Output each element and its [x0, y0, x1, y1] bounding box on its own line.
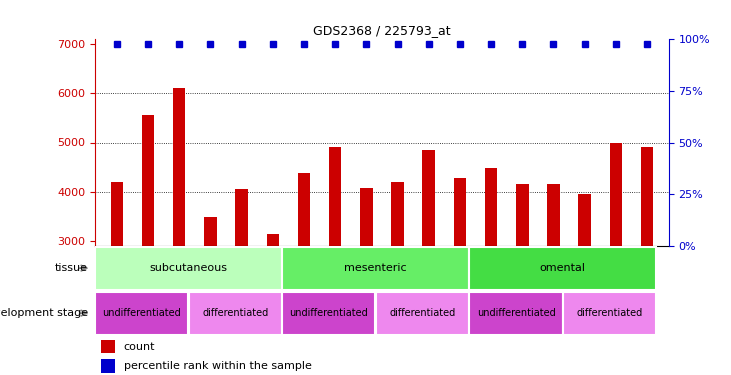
- Bar: [282, 246, 469, 290]
- Text: differentiated: differentiated: [202, 308, 268, 318]
- Title: GDS2368 / 225793_at: GDS2368 / 225793_at: [313, 24, 451, 37]
- Bar: [469, 246, 656, 290]
- Bar: [391, 182, 404, 375]
- Text: tissue: tissue: [55, 263, 88, 273]
- Bar: [563, 291, 656, 335]
- Bar: [454, 178, 466, 375]
- Bar: [516, 184, 529, 375]
- Bar: [548, 184, 560, 375]
- Bar: [142, 116, 154, 375]
- Bar: [298, 173, 310, 375]
- Bar: [101, 340, 115, 353]
- Bar: [641, 147, 654, 375]
- Text: mesenteric: mesenteric: [344, 263, 407, 273]
- Bar: [95, 246, 282, 290]
- Bar: [485, 168, 497, 375]
- Text: undifferentiated: undifferentiated: [477, 308, 556, 318]
- Text: development stage: development stage: [0, 308, 88, 318]
- Bar: [578, 194, 591, 375]
- Bar: [423, 150, 435, 375]
- Bar: [282, 291, 376, 335]
- Bar: [173, 88, 186, 375]
- Text: undifferentiated: undifferentiated: [289, 308, 368, 318]
- Text: differentiated: differentiated: [577, 308, 643, 318]
- Bar: [204, 217, 216, 375]
- Bar: [376, 291, 469, 335]
- Bar: [329, 147, 341, 375]
- Bar: [101, 359, 115, 373]
- Text: undifferentiated: undifferentiated: [102, 308, 181, 318]
- Bar: [469, 291, 563, 335]
- Bar: [267, 234, 279, 375]
- Text: differentiated: differentiated: [390, 308, 455, 318]
- Bar: [610, 142, 622, 375]
- Bar: [360, 188, 373, 375]
- Text: subcutaneous: subcutaneous: [150, 263, 227, 273]
- Text: omental: omental: [539, 263, 586, 273]
- Bar: [95, 291, 189, 335]
- Text: count: count: [124, 342, 155, 352]
- Bar: [189, 291, 282, 335]
- Text: percentile rank within the sample: percentile rank within the sample: [124, 362, 311, 371]
- Bar: [110, 182, 123, 375]
- Bar: [235, 189, 248, 375]
